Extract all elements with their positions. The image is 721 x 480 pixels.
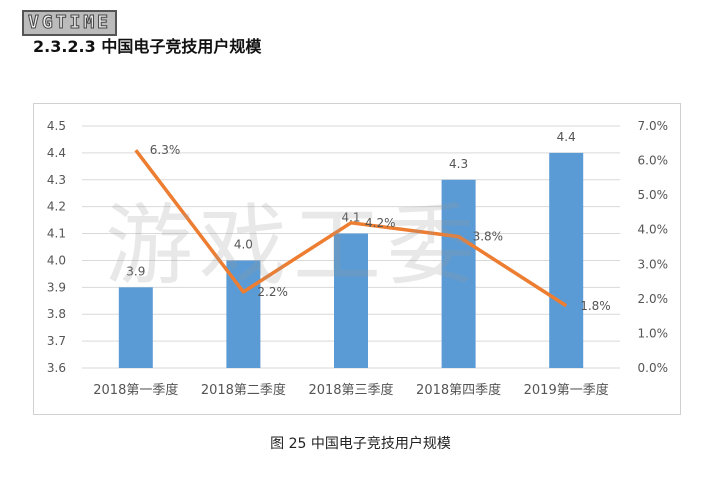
y-tick-label: 3.8 xyxy=(47,307,66,321)
bar-label: 4.4 xyxy=(557,130,576,144)
y-tick-label: 4.5 xyxy=(47,119,66,133)
bar xyxy=(549,152,584,368)
bar xyxy=(118,287,153,368)
chart-caption: 图 25 中国电子竞技用户规模 xyxy=(270,436,451,452)
bar-label: 4.0 xyxy=(234,237,253,251)
y-tick-label: 4.2 xyxy=(47,200,66,214)
line-label: 2.2% xyxy=(257,285,288,299)
section-heading: 2.3.2.3 中国电子竞技用户规模 xyxy=(33,37,262,56)
y2-tick-label: 2.0% xyxy=(638,292,669,306)
y2-tick-label: 3.0% xyxy=(638,257,669,271)
y-tick-label: 4.4 xyxy=(47,146,66,160)
bar xyxy=(441,179,476,368)
y2-tick-label: 5.0% xyxy=(638,188,669,202)
line-label: 4.2% xyxy=(365,216,396,230)
y2-tick-label: 4.0% xyxy=(638,223,669,237)
y2-tick-label: 6.0% xyxy=(638,154,669,168)
bar xyxy=(334,233,368,368)
bar-label: 4.3 xyxy=(449,157,468,171)
logo: VGTIME xyxy=(22,10,118,36)
y2-tick-label: 1.0% xyxy=(638,326,669,340)
y-tick-label: 4.3 xyxy=(47,173,66,187)
line-label: 1.8% xyxy=(580,299,611,313)
y-tick-label: 3.7 xyxy=(47,334,66,348)
x-tick-label: 2018第三季度 xyxy=(308,382,393,398)
line-label: 3.8% xyxy=(473,230,504,244)
x-tick-label: 2019第一季度 xyxy=(524,382,609,398)
growth-line xyxy=(134,149,568,308)
y-tick-label: 3.9 xyxy=(47,280,66,294)
y2-tick-label: 0.0% xyxy=(638,361,669,375)
y-tick-label: 4.1 xyxy=(47,227,66,241)
x-tick-label: 2018第一季度 xyxy=(93,382,178,398)
chart-frame xyxy=(33,103,681,415)
x-tick-label: 2018第二季度 xyxy=(201,382,286,398)
x-tick-label: 2018第四季度 xyxy=(416,382,501,398)
line-label: 6.3% xyxy=(150,143,181,157)
y2-tick-label: 7.0% xyxy=(638,119,669,133)
y-tick-label: 4.0 xyxy=(47,253,66,267)
y-tick-label: 3.6 xyxy=(47,361,66,375)
bar-label: 4.1 xyxy=(341,211,360,225)
bar-label: 3.9 xyxy=(126,264,145,278)
